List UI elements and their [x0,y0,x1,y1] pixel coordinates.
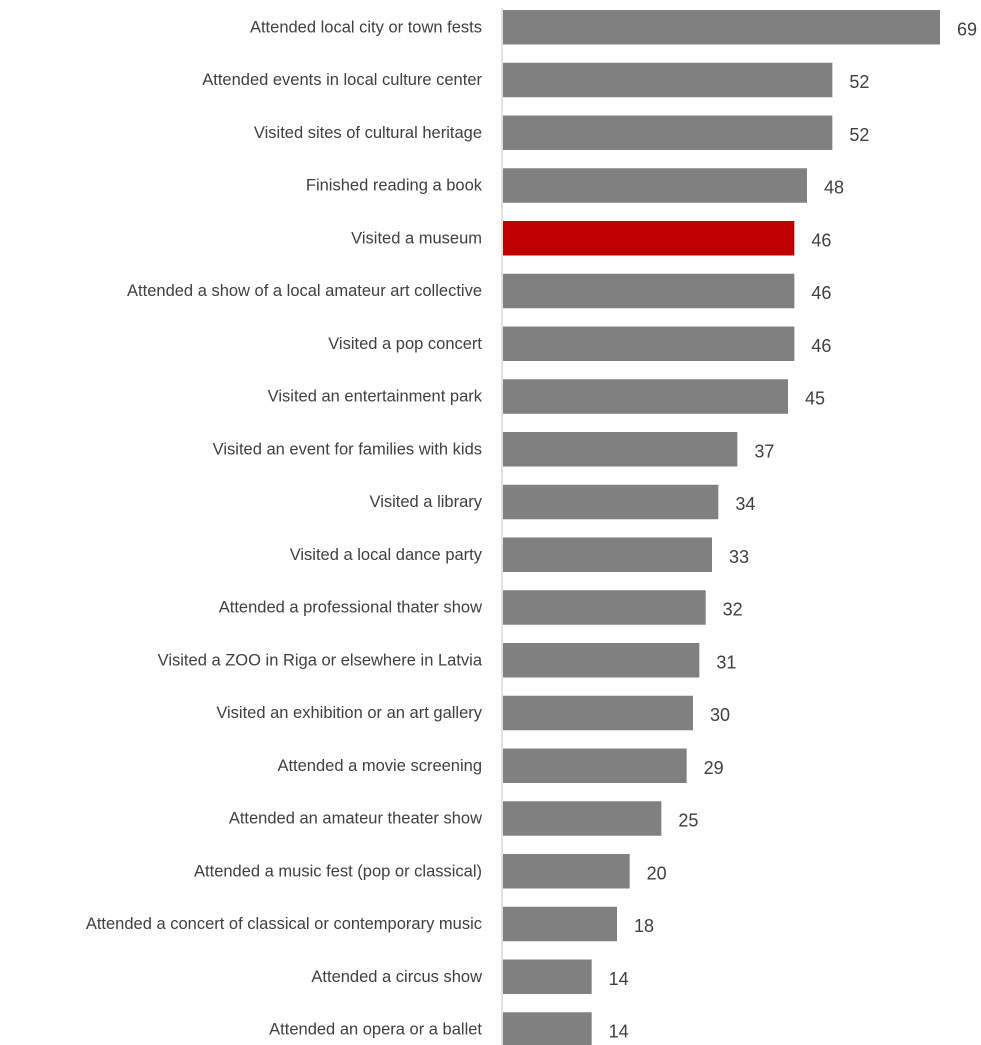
bar [503,168,807,203]
bar [503,62,833,98]
category-label: Visited a museum [351,229,482,247]
value-label: 14 [609,1022,629,1042]
category-label: Attended a concert of classical or conte… [86,915,482,933]
category-label: Visited an entertainment park [268,388,483,406]
category-label: Visited a library [370,493,483,511]
bar [503,906,617,942]
bar [503,537,712,572]
bar [503,959,592,994]
category-label: Visited a local dance party [290,546,483,564]
value-label: 18 [634,916,654,936]
category-label: Attended a show of a local amateur art c… [127,282,482,300]
value-label: 14 [609,969,629,989]
category-label: Visited a ZOO in Riga or elsewhere in La… [158,651,483,669]
value-label: 48 [824,178,844,198]
value-label: 32 [723,600,743,620]
bars-layer [503,10,940,1045]
value-label: 69 [957,19,977,39]
value-label: 52 [849,72,869,92]
bar [503,273,795,309]
bar [503,643,700,678]
value-label: 31 [716,652,736,672]
value-label: 52 [849,125,869,145]
category-label: Attended a professional thater show [219,599,482,617]
value-labels: 69 52 52 48 46 46 46 45 37 34 33 32 31 30 29 25 20 18 14 14 [609,19,977,1041]
category-label: Visited an event for families with kids [213,440,482,458]
value-label: 46 [811,230,831,250]
bar [503,854,630,889]
bar [503,379,788,414]
category-label: Attended a movie screening [277,757,482,775]
value-label: 25 [678,811,698,831]
bar [503,1012,592,1045]
bar [503,326,795,361]
value-label: 46 [811,336,831,356]
value-label: 20 [647,863,667,883]
bar [503,695,693,731]
category-label: Visited a pop concert [328,335,482,353]
category-labels: Attended local city or town fests Attende… [86,18,483,1038]
bar [503,748,687,783]
value-label: 30 [710,705,730,725]
value-label: 46 [811,283,831,303]
value-label: 33 [729,547,749,567]
category-label: Attended an opera or a ballet [269,1021,482,1039]
category-label: Visited sites of cultural heritage [254,124,482,142]
category-label: Attended events in local culture center [202,71,482,89]
category-label: Attended an amateur theater show [229,810,482,828]
category-label: Visited an exhibition or an art gallery [216,704,482,722]
category-label: Attended a circus show [311,968,482,986]
value-label: 45 [805,389,825,409]
value-label: 29 [704,758,724,778]
bar [503,10,940,45]
bar [503,590,706,625]
category-label: Attended a music fest (pop or classical) [194,862,482,880]
bar [503,432,738,467]
bar [503,801,662,836]
category-label: Finished reading a book [306,177,483,195]
value-label: 37 [754,441,774,461]
category-label: Attended local city or town fests [250,18,482,36]
bar [503,115,833,150]
bar-highlight [503,221,795,256]
bar [503,484,719,520]
value-label: 34 [735,494,755,514]
